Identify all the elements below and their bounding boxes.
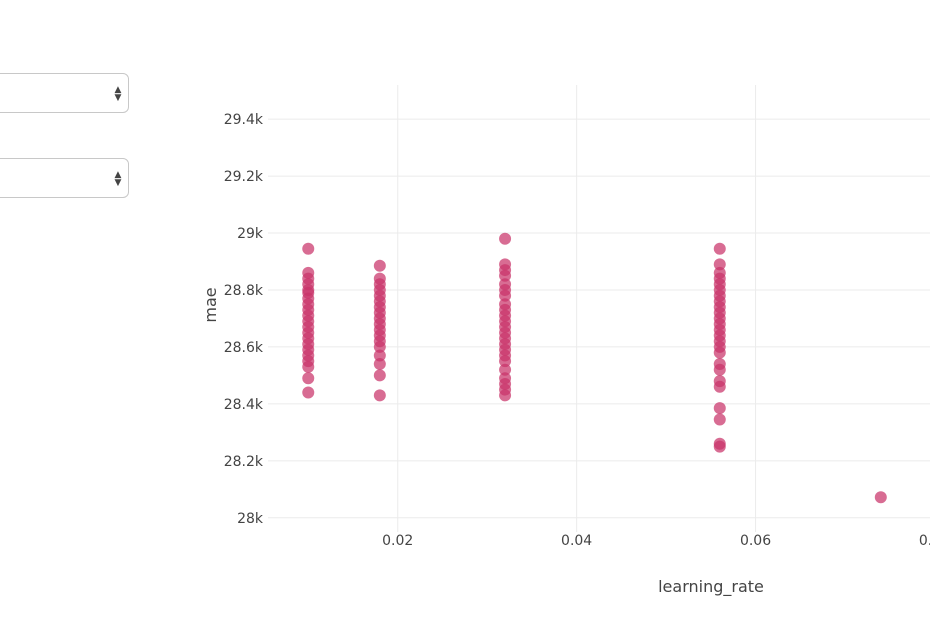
scatter-point xyxy=(499,289,512,302)
updown-arrows-icon: ▲ ▼ xyxy=(114,85,122,103)
y-axis-title: mae xyxy=(201,287,220,322)
y-tick-label: 28.4k xyxy=(224,397,264,413)
scatter-point xyxy=(373,389,386,402)
x-axis-ticks: 0.02 0.04 0.06 0.08 xyxy=(382,533,930,549)
scatter-point xyxy=(373,259,386,272)
scatter-point xyxy=(499,389,512,402)
y-axis-select[interactable]: ▲ ▼ xyxy=(0,158,129,198)
scatter-point xyxy=(713,402,726,415)
x-tick-label: 0.08 xyxy=(919,533,930,549)
y-tick-label: 28.2k xyxy=(224,454,264,470)
updown-arrows-icon: ▲ ▼ xyxy=(114,170,122,188)
x-tick-label: 0.06 xyxy=(740,533,771,549)
scatter-point xyxy=(302,386,315,399)
y-tick-label: 29k xyxy=(237,226,264,242)
scatter-point xyxy=(713,440,726,453)
scatter-point xyxy=(713,242,726,255)
y-tick-label: 28k xyxy=(237,511,264,527)
scatter-point xyxy=(713,346,726,359)
scatter-point xyxy=(302,242,315,255)
scatter-point xyxy=(373,349,386,362)
scatter-point xyxy=(302,360,315,373)
scatter-point xyxy=(373,369,386,382)
grid xyxy=(268,85,930,532)
scatter-point xyxy=(499,232,512,245)
scatter-point xyxy=(713,363,726,376)
data-points xyxy=(302,232,887,504)
scatter-point xyxy=(373,340,386,353)
x-tick-label: 0.02 xyxy=(382,533,413,549)
y-tick-label: 28.6k xyxy=(224,340,264,356)
scatter-point xyxy=(302,372,315,385)
y-tick-label: 28.8k xyxy=(224,283,264,299)
x-axis-select[interactable]: ▲ ▼ xyxy=(0,73,129,113)
x-axis-title: learning_rate xyxy=(658,577,764,597)
scatter-point xyxy=(499,355,512,368)
y-axis-ticks: 28k 28.2k 28.4k 28.6k 28.8k 29k 29.2k 29.4k xyxy=(224,112,264,527)
scatter-point xyxy=(713,413,726,426)
scatter-point xyxy=(713,258,726,271)
scatter-point xyxy=(499,269,512,282)
x-tick-label: 0.04 xyxy=(561,533,592,549)
scatter-point xyxy=(874,491,887,504)
y-tick-label: 29.4k xyxy=(224,112,264,128)
scatter-point xyxy=(713,380,726,393)
y-tick-label: 29.2k xyxy=(224,169,264,185)
scatter-point xyxy=(499,363,512,376)
scatter-point xyxy=(373,358,386,371)
